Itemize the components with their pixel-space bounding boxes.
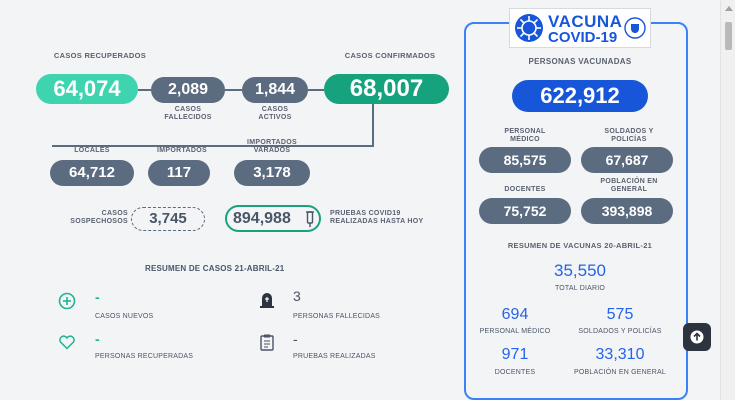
recuperadas-caption: PERSONAS RECUPERADAS: [95, 353, 194, 360]
fallecidos-label: CASOS FALLECIDOS: [164, 106, 212, 121]
r-soldados-caption: SOLDADOS Y POLICÍAS: [578, 328, 662, 335]
personal-medico-value: 85,575: [479, 147, 571, 173]
locales-value: 64,712: [50, 160, 134, 186]
syringe-icon: [306, 211, 314, 227]
total-diario-caption: TOTAL DIARIO: [554, 285, 606, 292]
locales-label: LOCALES: [74, 147, 110, 154]
r-poblacion-value: 33,310: [595, 346, 645, 363]
sospechosos-value: 3,745: [131, 207, 205, 231]
r-poblacion-caption: POBLACIÓN EN GENERAL: [574, 369, 666, 376]
vaccine-summary-title: RESUMEN DE VACUNAS 20-ABRIL-21: [507, 241, 653, 250]
confirmados-label: CASOS CONFIRMADOS: [344, 51, 436, 60]
importados-varados-value: 3,178: [234, 160, 310, 186]
nuevos-value: -: [95, 289, 100, 305]
activos-label: CASOS ACTIVOS: [258, 106, 292, 121]
docentes-label: DOCENTES: [504, 186, 546, 193]
r-personal-value: 694: [501, 306, 529, 323]
personal-medico-label: PERSONAL MÉDICO: [504, 128, 546, 143]
importados-varados-label: IMPORTADOS VARADOS: [247, 139, 297, 154]
soldados-value: 67,687: [581, 147, 673, 173]
connector-line: [52, 145, 374, 147]
connector-line: [372, 104, 374, 146]
logo-line1: VACUNA: [548, 12, 623, 31]
r-docentes-caption: DOCENTES: [494, 369, 536, 376]
recuperados-value: 64,074: [36, 74, 138, 104]
total-diario-value: 35,550: [554, 261, 606, 280]
connector-line: [138, 89, 151, 91]
pruebas-value: 894,988: [233, 210, 291, 227]
poblacion-value: 393,898: [581, 198, 673, 224]
summary-title: RESUMEN DE CASOS 21-ABRIL-21: [145, 264, 285, 273]
r-personal-caption: PERSONAL MÉDICO: [479, 328, 551, 335]
activos-value: 1,844: [242, 77, 308, 103]
sospechosos-label: CASOS SOSPECHOSOS: [70, 210, 128, 225]
r-docentes-value: 971: [501, 346, 529, 363]
soldados-label: SOLDADOS Y POLICÍAS: [604, 128, 654, 143]
recuperados-label: CASOS RECUPERADOS: [53, 51, 147, 60]
arrow-up-icon: [690, 330, 704, 344]
shield-seal-icon: [624, 17, 646, 39]
vaccine-logo-icon: [515, 14, 543, 42]
pruebas-label: PRUEBAS COVID19 REALIZADAS HASTA HOY: [330, 210, 424, 225]
confirmados-value: 68,007: [324, 74, 449, 104]
vaccine-total: 622,912: [512, 80, 648, 112]
nuevos-caption: CASOS NUEVOS: [95, 313, 154, 320]
clipboard-icon: [258, 333, 276, 351]
r-soldados-value: 575: [606, 306, 634, 323]
fallecidas-value: 3: [293, 288, 301, 304]
connector-line: [308, 89, 324, 91]
fallecidas-caption: PERSONAS FALLECIDAS: [293, 313, 381, 320]
docentes-value: 75,752: [479, 198, 571, 224]
scrollbar[interactable]: [720, 0, 735, 400]
connector-line: [225, 89, 242, 91]
pruebas-summary-caption: PRUEBAS REALIZADAS: [293, 353, 376, 360]
importados-value: 117: [148, 160, 210, 186]
pruebas-box: 894,988: [225, 205, 321, 232]
pruebas-summary-value: -: [293, 331, 298, 347]
tombstone-icon: [258, 291, 276, 309]
vaccine-title: PERSONAS VACUNADAS: [528, 57, 632, 66]
fallecidos-value: 2,089: [151, 77, 225, 103]
logo-line2: COVID-19: [548, 29, 618, 46]
scroll-thumb[interactable]: [725, 22, 732, 50]
poblacion-label: POBLACIÓN EN GENERAL: [600, 178, 658, 193]
back-to-top-button[interactable]: [683, 323, 711, 351]
vaccine-logo: VACUNA COVID-19: [509, 8, 651, 48]
heart-icon: [58, 333, 76, 351]
importados-label: IMPORTADOS: [157, 147, 207, 154]
recuperadas-value: -: [95, 331, 100, 347]
plus-circle-icon: [58, 292, 76, 310]
scroll-up-arrow[interactable]: [725, 6, 733, 11]
